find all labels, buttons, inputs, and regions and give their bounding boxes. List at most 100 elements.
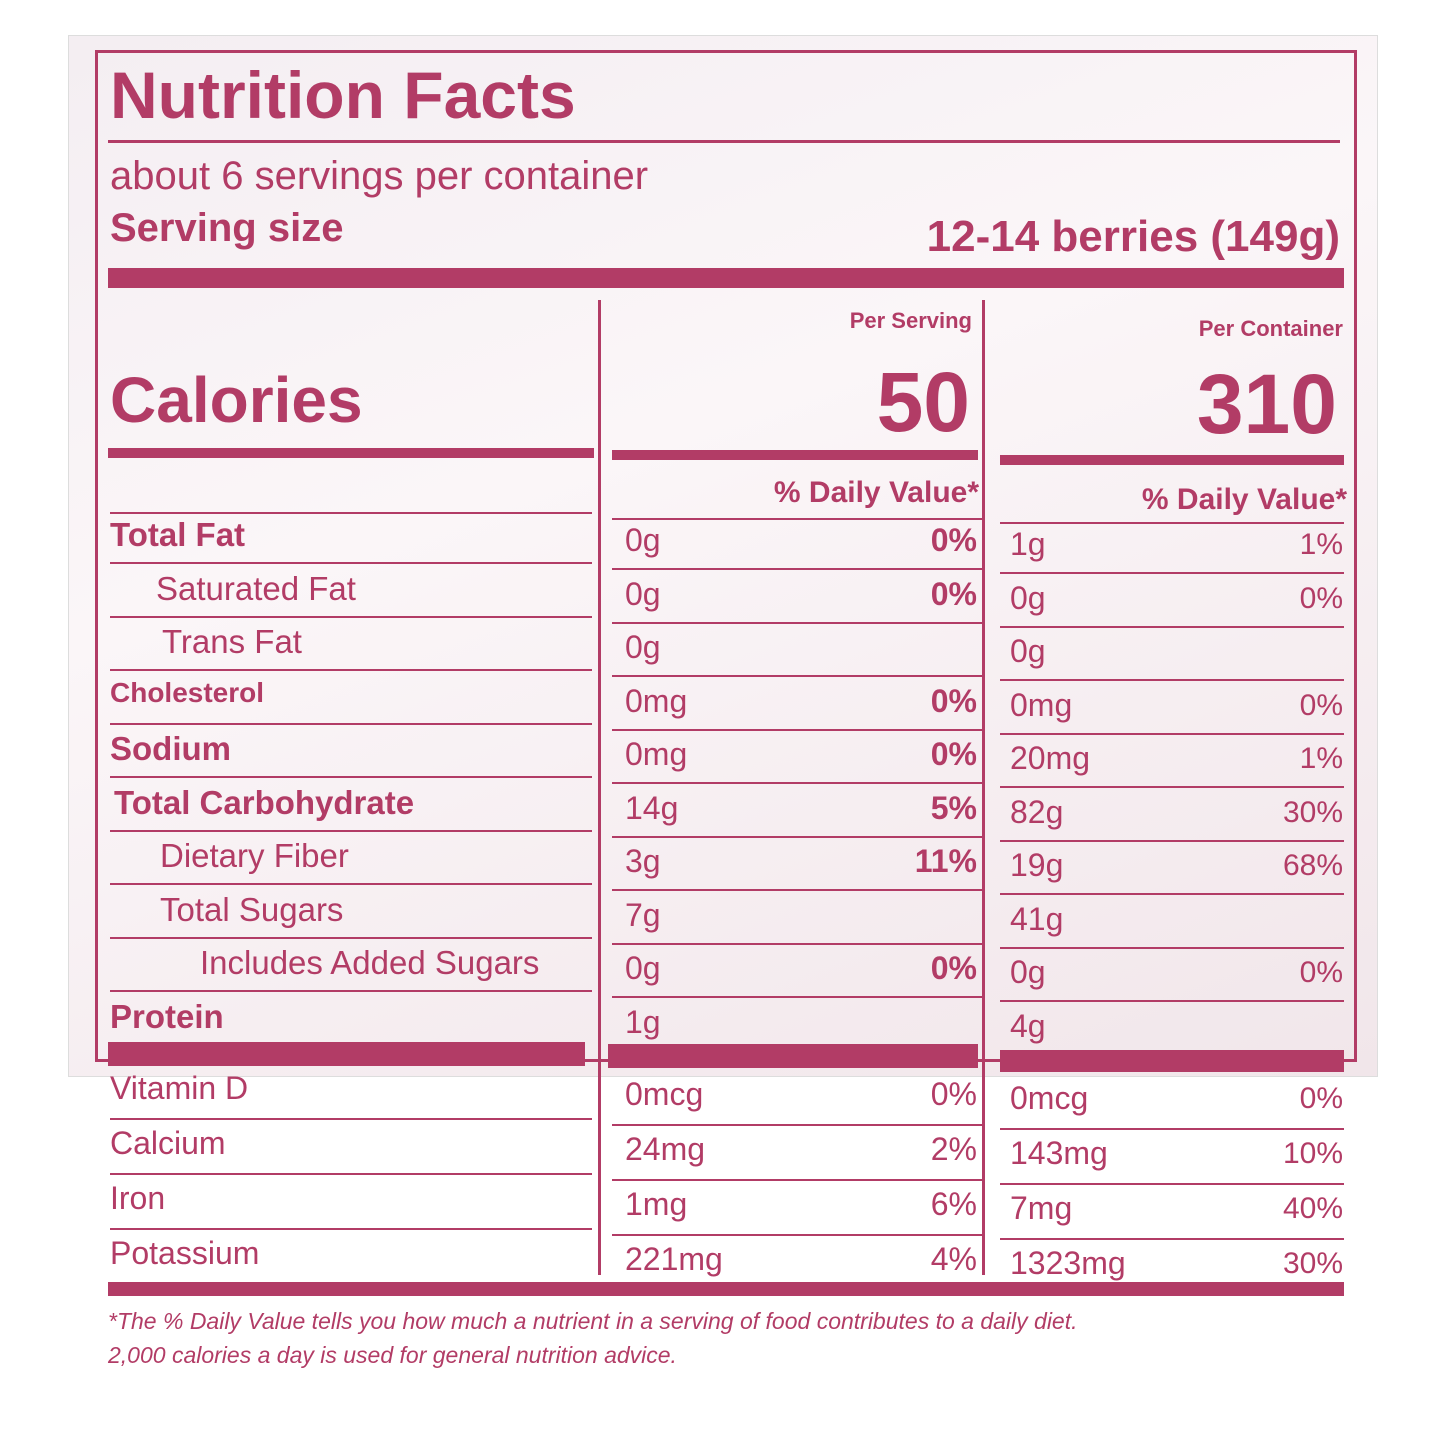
amount: 0mg [625, 682, 688, 719]
daily-value: 2% [930, 1131, 977, 1167]
amount: 0g [625, 950, 661, 986]
rule [1000, 786, 1344, 788]
column-header: Per Container [1198, 316, 1343, 341]
rule [612, 942, 984, 945]
daily-value: 4% [930, 1241, 977, 1277]
rule [1000, 1238, 1344, 1240]
daily-value: 0% [1299, 581, 1343, 615]
dv-header: % Daily Value* [1141, 483, 1347, 516]
rule [1000, 893, 1344, 895]
daily-value: 0% [930, 682, 977, 719]
rule [1000, 572, 1344, 574]
rule [612, 568, 984, 570]
serving-size-value: 12-14 berries (149g) [926, 212, 1340, 261]
rule [1000, 1128, 1344, 1130]
amount: 1mg [625, 1186, 688, 1222]
daily-value: 0% [930, 522, 977, 558]
nutrient-name: Cholesterol [110, 676, 265, 708]
rule [612, 996, 984, 998]
rule [612, 728, 984, 731]
nutrient-name: Iron [110, 1180, 166, 1216]
rule [110, 936, 592, 939]
rule [612, 1179, 984, 1181]
daily-value: 40% [1282, 1192, 1343, 1225]
daily-value: 1% [1299, 742, 1343, 775]
rule [110, 883, 592, 885]
rule [1000, 625, 1344, 628]
rule [110, 1118, 592, 1120]
nutrient-name: Dietary Fiber [160, 837, 349, 874]
rule [1000, 946, 1344, 949]
rule [1000, 522, 1344, 524]
amount: 0mg [625, 736, 688, 772]
daily-value: 30% [1282, 1247, 1343, 1280]
rule [612, 835, 984, 838]
rule [108, 448, 594, 458]
thick-rule [108, 268, 1344, 288]
thick-rule [1000, 1050, 1344, 1072]
amount: 1g [625, 1003, 661, 1040]
amount: 0mcg [625, 1076, 704, 1112]
column-divider [982, 300, 985, 1275]
title: Nutrition Facts [110, 58, 576, 132]
footnote: *The % Daily Value tells you how much a … [108, 1308, 1078, 1334]
rule [110, 990, 592, 992]
rule [612, 518, 984, 520]
daily-value: 5% [930, 789, 977, 826]
rule [1000, 679, 1344, 681]
nutrient-name: Calcium [110, 1125, 226, 1161]
nutrient-name: Total Sugars [160, 890, 344, 928]
amount: 4g [1010, 1007, 1046, 1044]
rule [612, 621, 984, 624]
amount: 82g [1010, 793, 1064, 830]
dv-header: % Daily Value* [773, 476, 979, 509]
amount: 24mg [625, 1131, 706, 1167]
amount: 7g [625, 896, 661, 933]
column-header: Per Serving [849, 308, 972, 333]
thick-rule [108, 1282, 1344, 1296]
nutrient-name: Saturated Fat [156, 569, 356, 607]
rule [612, 675, 984, 677]
daily-value: 1% [1299, 528, 1343, 561]
rule [612, 1124, 984, 1126]
daily-value: 68% [1282, 849, 1343, 882]
nutrient-name: Total Carbohydrate [114, 783, 415, 821]
amount: 0g [625, 629, 661, 665]
daily-value: 6% [930, 1186, 977, 1222]
amount: 0g [1010, 633, 1046, 669]
calories-label: Calories [110, 364, 363, 436]
rule [108, 140, 1340, 143]
nutrient-name: Vitamin D [110, 1070, 249, 1106]
nutrient-name: Potassium [110, 1235, 260, 1271]
amount: 0mg [1010, 686, 1073, 723]
rule [612, 450, 978, 460]
rule [1000, 1000, 1344, 1002]
rule [1000, 1183, 1344, 1185]
daily-value: 0% [930, 575, 977, 612]
daily-value: 0% [1299, 688, 1343, 722]
nutrient-name: Protein [110, 997, 224, 1035]
rule [110, 669, 592, 671]
rule [1000, 732, 1344, 735]
amount: 143mg [1010, 1135, 1108, 1171]
amount: 41g [1010, 900, 1064, 937]
amount: 1323mg [1010, 1245, 1126, 1281]
footnote: 2,000 calories a day is used for general… [108, 1342, 677, 1368]
rule [1000, 839, 1344, 842]
rule [110, 615, 592, 618]
rule [110, 512, 592, 514]
amount: 0mcg [1010, 1080, 1089, 1116]
daily-value: 11% [914, 843, 977, 879]
nutrient-name: Trans Fat [162, 623, 302, 660]
rule [110, 829, 592, 832]
daily-value: 30% [1282, 795, 1343, 829]
rule [110, 1173, 592, 1175]
rule [1000, 455, 1344, 465]
rule [612, 1234, 984, 1236]
amount: 14g [625, 789, 679, 826]
thick-rule [608, 1044, 978, 1068]
rule [110, 562, 592, 564]
amount: 0g [625, 522, 661, 558]
label-panel [68, 35, 1378, 1077]
amount: 19g [1010, 847, 1064, 883]
